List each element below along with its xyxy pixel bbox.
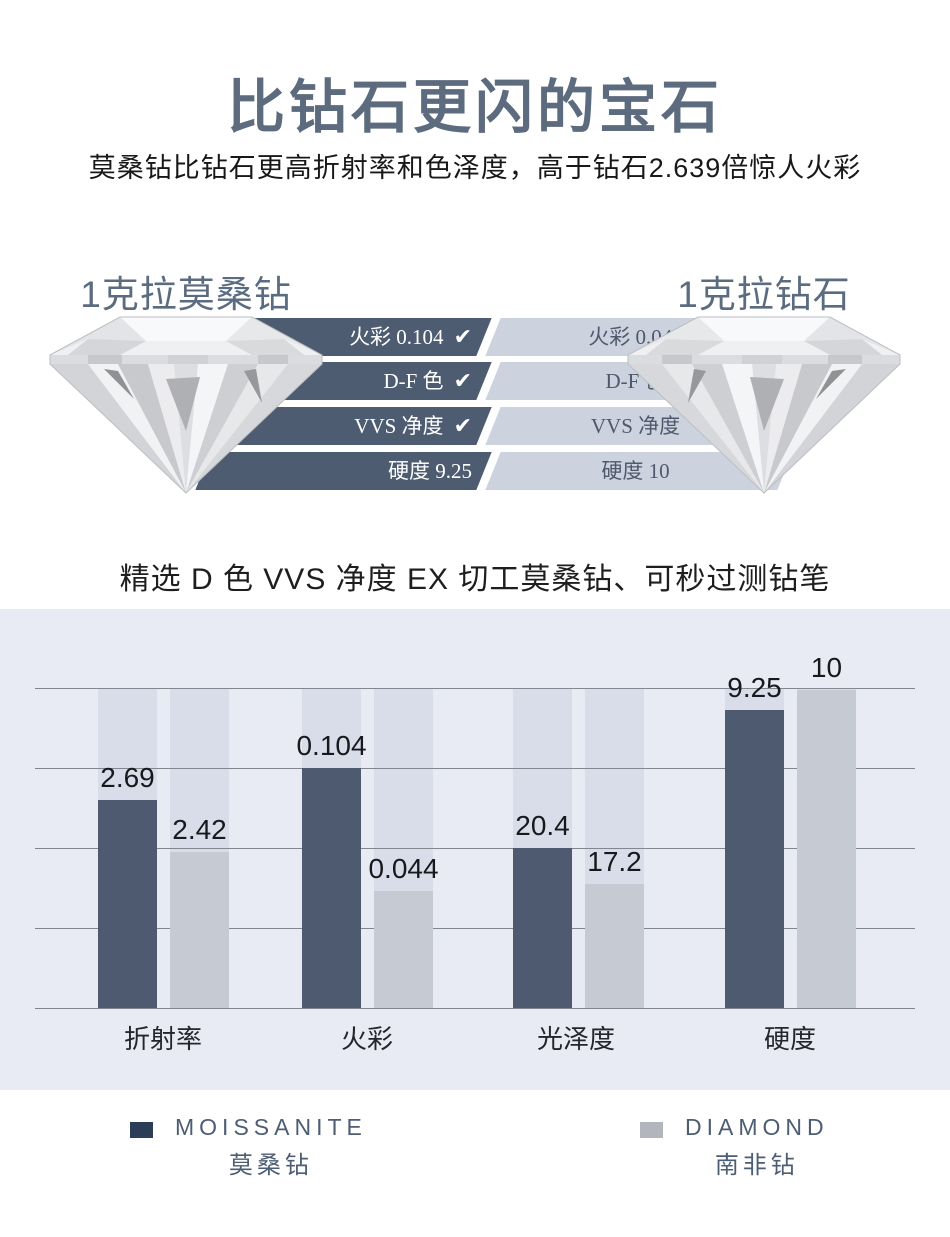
category-label-refractive: 折射率	[123, 1024, 203, 1054]
legend-moissanite-en: MOISSANITE	[175, 1114, 367, 1140]
check-icon: ✔	[453, 369, 472, 394]
bar-value-label: 20.4	[515, 810, 570, 841]
gridline	[35, 848, 915, 849]
page-title: 比钻石更闪的宝石	[226, 75, 723, 140]
spec-text: D-F 色	[383, 369, 444, 393]
bar	[98, 800, 157, 1008]
moissanite-spec-label: D-F 色 ✔	[383, 362, 472, 401]
gridline	[35, 1008, 915, 1009]
comparison-bar-chart: 2.69 2.42 0.104 0.044 20.4 17.2 9.25	[0, 609, 950, 1090]
check-icon: ✔	[453, 325, 472, 350]
bar-value-label: 2.69	[100, 762, 155, 793]
legend-moissanite-cn: 莫桑钻	[228, 1152, 313, 1179]
bar-value-label: 0.104	[296, 730, 367, 761]
section-heading: 精选 D 色 VVS 净度 EX 切工莫桑钻、可秒过测钻笔	[119, 563, 831, 596]
spec-row-color: D-F 色 ✔ D-F 色	[195, 362, 793, 401]
bar	[585, 884, 644, 1008]
bar-value-label: 9.25	[727, 672, 782, 703]
bar-value-label: 2.42	[172, 814, 227, 845]
spec-row-clarity: VVS 净度 ✔ VVS 净度	[195, 407, 793, 446]
check-icon: ✔	[453, 414, 472, 439]
bar-moissanite-hardness: 9.25	[725, 672, 784, 1008]
bar	[725, 710, 784, 1008]
spec-comparison-rows: 火彩 0.104 ✔ 火彩 0.044 D-F 色 ✔ D-F 色 VVS 净度 ✔ …	[195, 318, 793, 490]
diamond-spec-label: 硬度 10	[601, 459, 670, 483]
page-subtitle: 莫桑钻比钻石更高折射率和色泽度，高于钻石2.639倍惊人火彩	[88, 153, 862, 183]
diamond-spec-label: VVS 净度	[590, 414, 681, 438]
gridline	[35, 928, 915, 929]
spec-row-fire: 火彩 0.104 ✔ 火彩 0.044	[195, 318, 793, 357]
bar	[302, 768, 361, 1008]
moissanite-column-title: 1克拉莫桑钻	[80, 274, 292, 315]
spec-text: 火彩 0.104	[349, 325, 444, 349]
gridline	[35, 688, 915, 689]
bar	[374, 891, 433, 1008]
moissanite-spec-label: 火彩 0.104 ✔	[349, 318, 472, 357]
gridline	[35, 768, 915, 769]
bar-diamond-fire: 0.044	[368, 853, 439, 1008]
moissanite-spec-label: VVS 净度 ✔	[354, 407, 472, 446]
moissanite-swatch	[130, 1122, 153, 1138]
category-label-luster: 光泽度	[536, 1024, 616, 1054]
bar-diamond-luster: 17.2	[585, 846, 644, 1008]
legend-diamond: DIAMOND 南非钻	[640, 1114, 829, 1180]
legend-diamond-cn: 南非钻	[714, 1152, 799, 1179]
diamond-swatch	[640, 1122, 663, 1138]
bar	[513, 848, 572, 1008]
diamond-image	[627, 316, 901, 494]
bar-moissanite-luster: 20.4	[513, 810, 572, 1008]
spec-text: VVS 净度	[354, 414, 444, 438]
moissanite-spec-label: 硬度 9.25	[388, 452, 472, 490]
bar	[797, 690, 856, 1008]
bar-value-label: 0.044	[368, 853, 439, 884]
category-label-fire: 火彩	[340, 1024, 394, 1054]
bar	[170, 852, 229, 1008]
diamond-column-title: 1克拉钻石	[677, 274, 851, 315]
category-label-hardness: 硬度	[763, 1024, 817, 1054]
spec-text: 硬度 9.25	[388, 459, 472, 483]
legend-diamond-en: DIAMOND	[685, 1114, 829, 1140]
bar-moissanite-refractive: 2.69	[98, 762, 157, 1008]
legend-moissanite: MOISSANITE 莫桑钻	[130, 1114, 367, 1180]
moissanite-diamond-image	[49, 316, 323, 494]
bar-value-label: 17.2	[587, 846, 642, 877]
bar-moissanite-fire: 0.104	[296, 730, 367, 1008]
spec-row-hardness: 硬度 9.25 硬度 10	[195, 452, 793, 490]
bar-diamond-refractive: 2.42	[170, 814, 229, 1008]
bar-value-label: 10	[810, 652, 843, 683]
bar-diamond-hardness: 10	[797, 652, 856, 1008]
